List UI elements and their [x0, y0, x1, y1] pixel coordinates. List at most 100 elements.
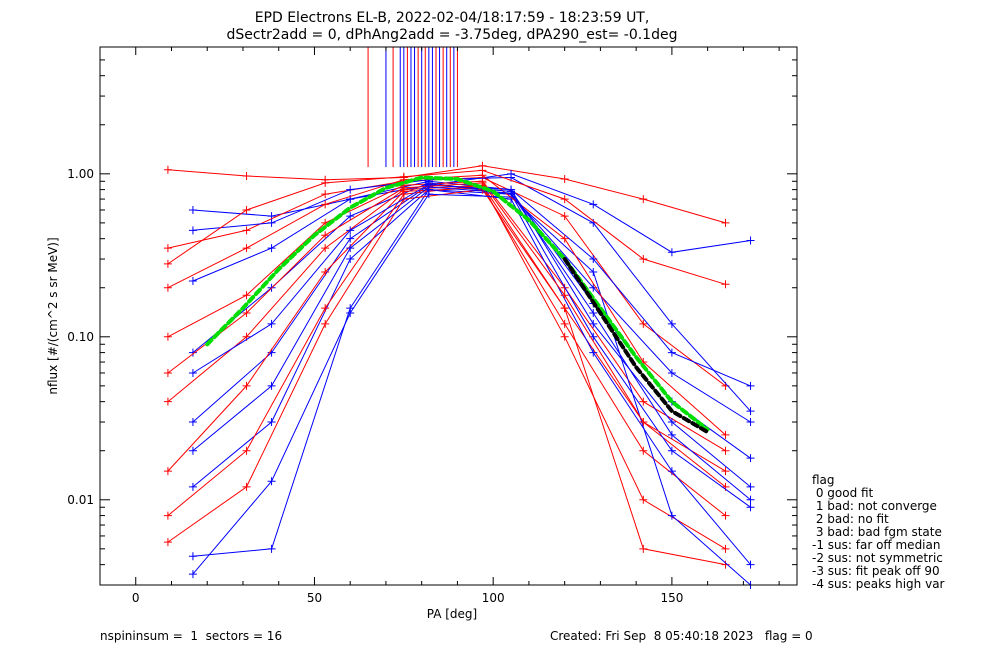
data-point [639, 397, 648, 406]
x-tick-label: 150 [660, 591, 683, 605]
data-point [560, 212, 569, 221]
data-point [188, 570, 197, 579]
data-point [346, 234, 355, 243]
data-point [667, 418, 676, 427]
series-18 [163, 178, 730, 476]
data-point [667, 348, 676, 357]
data-point [478, 178, 487, 187]
data-point [721, 280, 730, 289]
legend-title: flag [812, 473, 835, 487]
data-point [560, 234, 569, 243]
series-line [192, 183, 751, 459]
legend-item: 0 good fit [812, 486, 874, 500]
data-point [721, 511, 730, 520]
series-line [167, 184, 726, 550]
data-point [242, 244, 251, 253]
data-point [399, 172, 408, 181]
x-tick-label: 100 [482, 591, 505, 605]
fit-curve-1 [562, 257, 710, 435]
chart-title: EPD Electrons EL-B, 2022-02-04/18:17:59 … [255, 10, 650, 26]
data-point [667, 511, 676, 520]
data-point [242, 308, 251, 317]
data-point [667, 467, 676, 476]
legend: flag 0 good fit 1 bad: not converge 2 ba… [812, 473, 945, 591]
fit-curves [205, 175, 710, 435]
data-point [321, 319, 330, 328]
data-point [321, 244, 330, 253]
data-point [346, 255, 355, 264]
y-tick-label: 1.00 [67, 167, 94, 181]
series-19 [188, 183, 755, 504]
data-point [589, 255, 598, 264]
data-point [746, 236, 755, 245]
data-point [163, 332, 172, 341]
data-point [399, 183, 408, 192]
data-point [163, 467, 172, 476]
legend-item: 2 bad: no fit [812, 512, 889, 526]
data-point [321, 304, 330, 313]
data-point [639, 495, 648, 504]
data-point [746, 503, 755, 512]
series-4 [163, 177, 730, 455]
series-line [192, 186, 751, 501]
data-point [163, 511, 172, 520]
data-point [188, 226, 197, 235]
data-point [242, 226, 251, 235]
legend-item: -4 sus: peaks high var [812, 577, 945, 591]
chart-subtitle: dSectr2add = 0, dPhAng2add = -3.75deg, d… [227, 27, 678, 43]
data-point [478, 166, 487, 175]
x-axis: 0 50 100 150 [132, 47, 780, 605]
data-point [163, 165, 172, 174]
data-point [560, 291, 569, 300]
series-9 [188, 185, 755, 512]
data-point [188, 446, 197, 455]
data-point [746, 560, 755, 569]
data-point [321, 190, 330, 199]
data-point [589, 348, 598, 357]
data-point [667, 430, 676, 439]
series-14 [163, 171, 730, 439]
series-15 [188, 173, 755, 416]
x-axis-label: PA [deg] [427, 607, 477, 621]
series-line [167, 180, 726, 452]
series-13 [188, 190, 755, 589]
data-point [639, 319, 648, 328]
data-point [321, 200, 330, 209]
series-line [192, 184, 751, 488]
series-16 [163, 166, 730, 289]
data-point [721, 467, 730, 476]
data-point [560, 195, 569, 204]
data-point [346, 226, 355, 235]
series-line [192, 189, 751, 508]
series-line [167, 165, 726, 224]
series-8 [163, 183, 730, 520]
data-point [163, 259, 172, 268]
legend-item: -2 sus: not symmetric [812, 551, 943, 565]
data-point [321, 178, 330, 187]
data-point [746, 482, 755, 491]
series-line [167, 169, 726, 285]
data-point [163, 244, 172, 253]
data-point [560, 304, 569, 313]
data-point [560, 174, 569, 183]
data-point [242, 446, 251, 455]
data-point [667, 368, 676, 377]
data-point [346, 212, 355, 221]
data-point [639, 255, 648, 264]
data-point [267, 244, 276, 253]
data-point [242, 291, 251, 300]
data-point [639, 544, 648, 553]
data-point [589, 308, 598, 317]
data-point [267, 218, 276, 227]
fit-curve-0 [205, 175, 710, 432]
footer-right: Created: Fri Sep 8 05:40:18 2023 flag = … [550, 629, 813, 643]
data-point [639, 418, 648, 427]
data-point [560, 332, 569, 341]
data-point [721, 218, 730, 227]
data-point [721, 430, 730, 439]
data-point [667, 319, 676, 328]
y-axis: 1.00 0.10 0.01 [67, 46, 797, 586]
data-point [267, 544, 276, 553]
legend-item: 1 bad: not converge [812, 499, 937, 513]
